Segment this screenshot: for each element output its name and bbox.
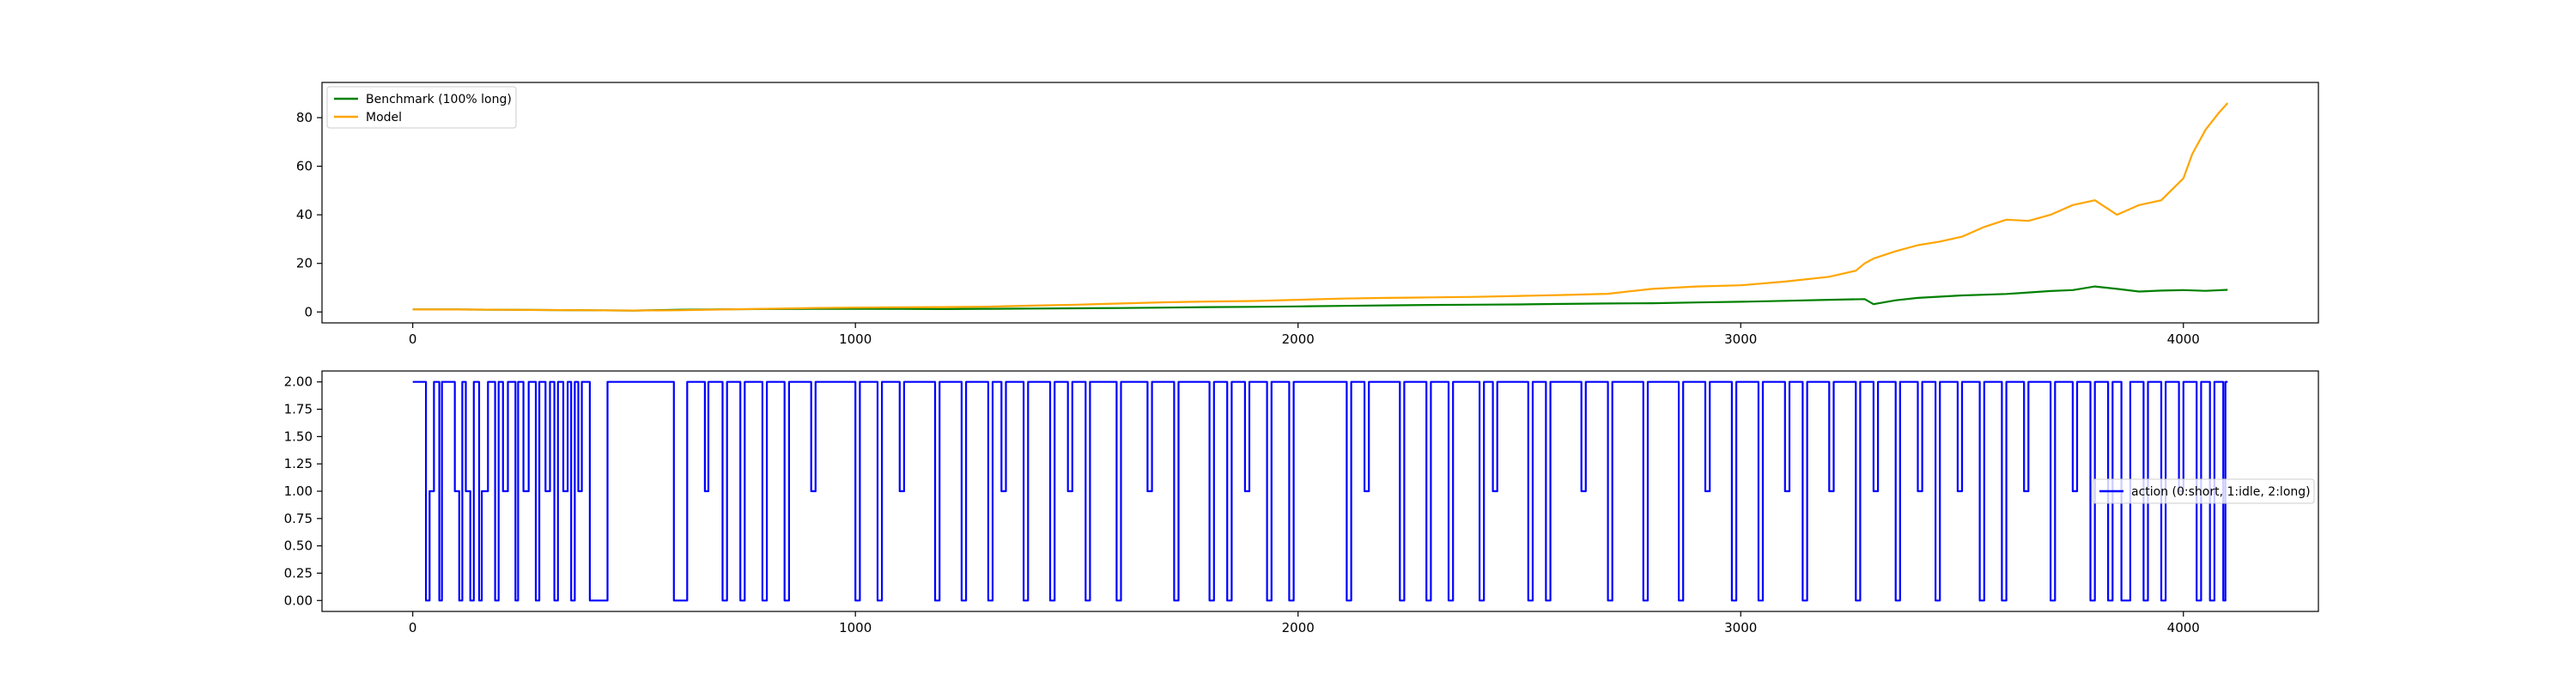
bottom-x-tick-label: 3000 — [1724, 620, 1757, 635]
bottom-y-tick-label: 2.00 — [284, 374, 313, 390]
top-x-tick-label: 0 — [409, 331, 417, 347]
bottom-y-tick-label: 0.25 — [284, 565, 313, 581]
bottom-y-tick-label: 1.75 — [284, 402, 313, 417]
top-legend-label-model: Model — [366, 111, 402, 125]
bottom-legend-label-action: action (0:short, 1:idle, 2:long) — [2131, 485, 2311, 499]
top-y-tick-label: 20 — [296, 256, 313, 271]
bottom-y-tick-label: 1.25 — [284, 456, 313, 471]
top-x-tick-label: 1000 — [839, 331, 872, 347]
top-y-tick-label: 40 — [296, 207, 313, 222]
top-plot-series — [412, 102, 2229, 312]
bottom-legend-box — [2092, 478, 2315, 504]
bottom-plot-series — [412, 380, 2228, 602]
bottom-axis-ticks: 0 1000 2000 3000 4000 0.00 0.25 0.50 0.75 1.00 1.2… — [284, 374, 2200, 635]
top-chart: 0 1000 2000 3000 4000 0 20 40 60 80 Benchmark (10… — [296, 82, 2319, 347]
bottom-series-line-action-0-short-1-idle-2-long — [412, 380, 2228, 602]
top-y-tick-label: 60 — [296, 159, 313, 174]
top-y-tick-label: 0 — [304, 304, 313, 319]
top-axis-ticks: 0 1000 2000 3000 4000 0 20 40 60 80 — [296, 110, 2200, 347]
bottom-x-tick-label: 2000 — [1282, 620, 1315, 635]
bottom-y-tick-label: 1.00 — [284, 483, 313, 499]
top-legend-label-benchmark: Benchmark (100% long) — [366, 93, 512, 106]
top-series-line-model — [412, 102, 2229, 312]
top-legend-box — [326, 86, 517, 129]
bottom-chart: 0 1000 2000 3000 4000 0.00 0.25 0.50 0.75 1.00 1.2… — [284, 370, 2319, 635]
top-x-tick-label: 3000 — [1724, 331, 1757, 347]
top-y-tick-label: 80 — [296, 110, 313, 125]
bottom-y-tick-label: 0.50 — [284, 538, 313, 554]
bottom-x-tick-label: 1000 — [839, 620, 872, 635]
bottom-x-tick-label: 0 — [409, 620, 417, 635]
bottom-y-tick-label: 0.00 — [284, 593, 313, 608]
bottom-y-tick-label: 1.50 — [284, 429, 313, 444]
top-x-tick-label: 4000 — [2167, 331, 2200, 347]
bottom-y-tick-label: 0.75 — [284, 511, 313, 526]
top-plot-frame — [321, 82, 2319, 324]
top-legend: Benchmark (100% long) Model — [326, 86, 517, 129]
bottom-x-tick-label: 4000 — [2167, 620, 2200, 635]
bottom-legend: action (0:short, 1:idle, 2:long) — [2092, 478, 2315, 504]
top-x-tick-label: 2000 — [1282, 331, 1315, 347]
